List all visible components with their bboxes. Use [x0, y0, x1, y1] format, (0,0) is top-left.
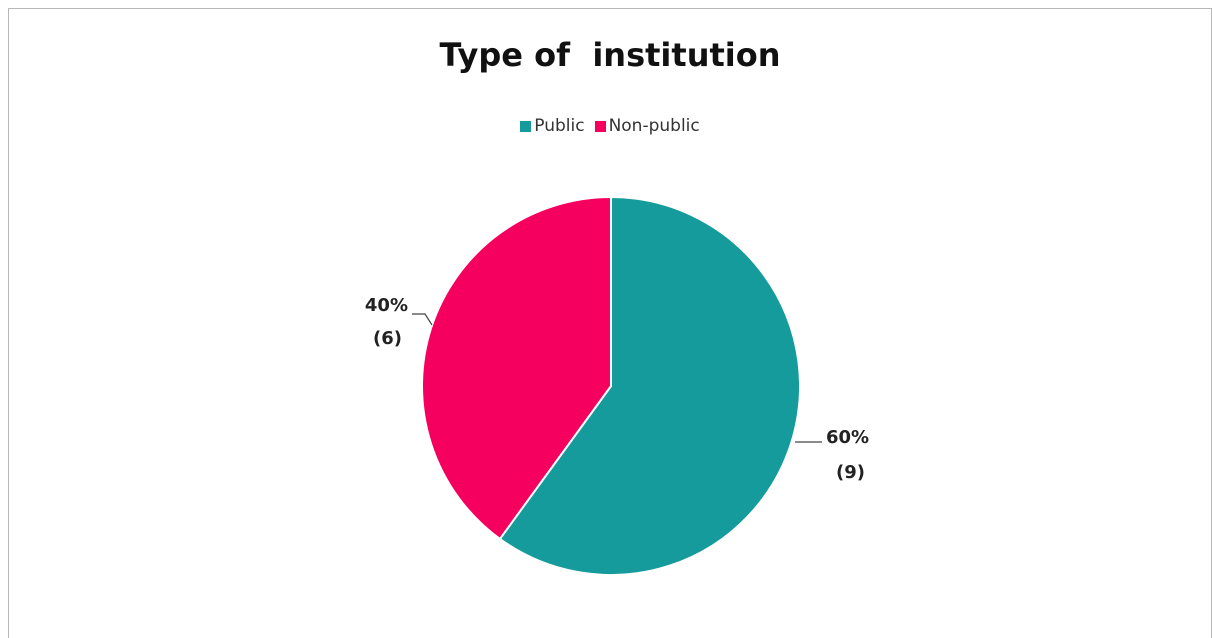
data-label-percent: 60% [826, 427, 869, 448]
chart-legend: Public Non-public [9, 116, 1211, 136]
legend-item-public: Public [520, 116, 585, 136]
legend-swatch-public [520, 120, 532, 132]
legend-item-non-public: Non-public [594, 116, 700, 136]
pie-slice-non-public [421, 195, 612, 541]
data-label-count: (9) [836, 462, 865, 483]
data-label-percent: 40% [365, 295, 408, 316]
leader-line-non-public [412, 313, 433, 326]
legend-swatch-non-public [594, 120, 606, 132]
legend-label-public: Public [534, 116, 585, 136]
data-label-count: (6) [373, 328, 402, 349]
pie-slice-public [498, 195, 801, 576]
legend-label-non-public: Non-public [608, 116, 700, 136]
chart-title: Type of institution [439, 36, 781, 74]
